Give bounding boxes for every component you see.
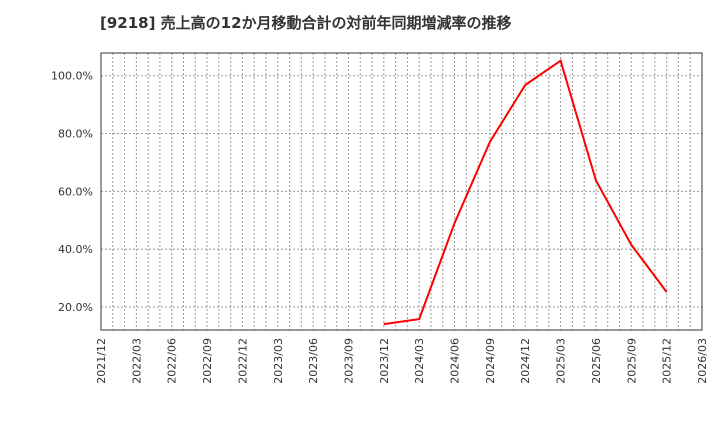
x-tick-label: 2022/12 [236,338,249,384]
y-tick-label: 60.0% [58,185,93,198]
x-tick-label: 2021/12 [95,338,108,384]
x-tick-label: 2025/12 [661,338,674,384]
y-tick-label: 80.0% [58,128,93,141]
x-tick-label: 2022/03 [130,338,143,384]
y-axis-ticks: 20.0% 40.0% 60.0% 80.0% 100.0% [51,70,93,314]
x-tick-label: 2025/06 [590,338,603,384]
x-tick-label: 2026/03 [696,338,709,384]
x-tick-label: 2024/09 [484,338,497,384]
x-tick-label: 2024/03 [413,338,426,384]
x-tick-label: 2023/03 [272,338,285,384]
x-tick-label: 2022/06 [166,338,179,384]
grid-lines [101,53,702,330]
x-tick-label: 2023/12 [378,338,391,384]
x-tick-label: 2024/12 [519,338,532,384]
x-tick-label: 2022/09 [201,338,214,384]
x-axis-ticks: 2021/12 2022/03 2022/06 2022/09 2022/12 2023/… [95,338,709,384]
plot-frame [100,52,703,331]
x-tick-label: 2023/06 [307,338,320,384]
y-tick-label: 20.0% [58,301,93,314]
y-tick-label: 40.0% [58,243,93,256]
chart-title: [9218] 売上高の12か月移動合計の対前年同期増減率の推移 [100,14,512,32]
data-line [383,59,668,326]
x-tick-label: 2024/06 [449,338,462,384]
x-tick-label: 2025/03 [555,338,568,384]
y-tick-label: 100.0% [51,70,93,83]
x-tick-label: 2023/09 [342,338,355,384]
x-tick-label: 2025/09 [625,338,638,384]
